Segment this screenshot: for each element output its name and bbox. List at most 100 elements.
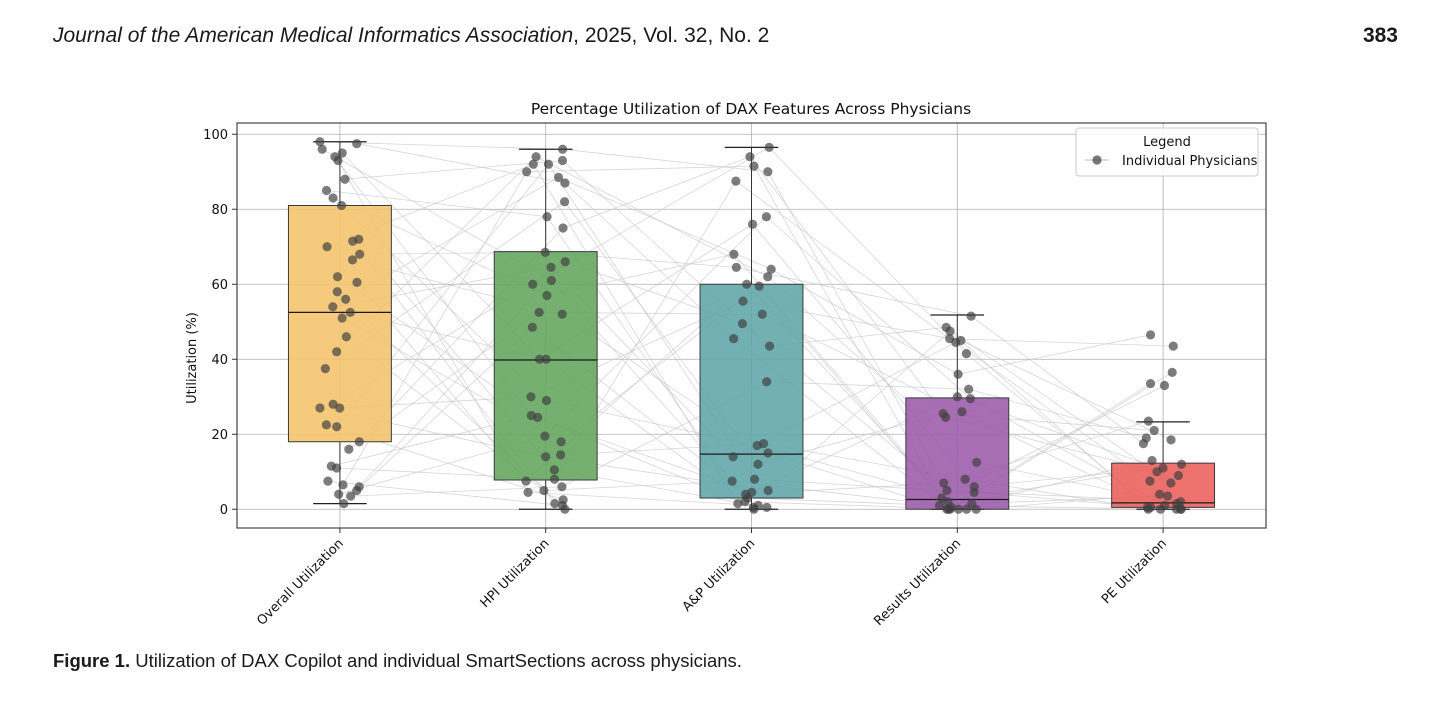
y-tick-label-60: 60 xyxy=(211,278,228,293)
physician-point xyxy=(733,499,743,509)
physician-point xyxy=(965,394,975,404)
physician-point xyxy=(337,148,347,158)
connector-line xyxy=(970,315,1144,444)
physician-point xyxy=(966,311,976,321)
physician-point xyxy=(764,142,774,152)
physician-point xyxy=(1167,367,1177,377)
physician-point xyxy=(549,474,560,484)
connector-line xyxy=(766,216,971,399)
physician-point xyxy=(528,279,538,289)
y-tick-label-100: 100 xyxy=(203,128,228,143)
physician-point xyxy=(1138,439,1149,449)
page-number: 383 xyxy=(1362,24,1398,47)
physician-point xyxy=(1171,504,1182,514)
physician-point xyxy=(738,296,748,306)
physician-point xyxy=(556,450,566,460)
physician-point xyxy=(1159,380,1170,391)
physician-point xyxy=(550,499,560,509)
physician-point xyxy=(336,200,347,211)
journal-citation: Journal of the American Medical Informat… xyxy=(53,24,769,48)
physician-point xyxy=(339,499,349,509)
physician-point xyxy=(322,242,332,252)
physician-point xyxy=(762,502,772,512)
physician-point xyxy=(747,219,758,229)
physician-point xyxy=(341,332,351,342)
physician-point xyxy=(762,377,772,387)
physician-point xyxy=(337,313,347,323)
physician-point xyxy=(528,159,538,169)
physician-point xyxy=(1152,467,1162,477)
physician-point xyxy=(560,178,570,188)
physician-point xyxy=(328,193,338,203)
physician-point xyxy=(727,476,737,486)
physician-point xyxy=(540,247,550,257)
physician-point xyxy=(961,349,972,359)
physician-point xyxy=(332,422,342,432)
physician-point xyxy=(541,354,551,364)
y-tick-label-40: 40 xyxy=(211,353,228,368)
physician-point xyxy=(526,392,536,402)
box-2 xyxy=(699,283,804,499)
physician-point xyxy=(971,504,981,514)
physician-point xyxy=(1163,491,1173,501)
physician-point xyxy=(560,257,570,267)
physician-points xyxy=(315,137,1187,514)
physician-point xyxy=(737,319,748,329)
physician-point xyxy=(558,144,568,154)
physician-point xyxy=(729,334,739,344)
x-tick-label-0: Overall Utilization xyxy=(254,536,346,628)
physician-point xyxy=(332,287,342,297)
physician-point xyxy=(1166,478,1176,488)
physician-point xyxy=(321,420,331,430)
physician-point xyxy=(541,452,551,462)
caption-text: Utilization of DAX Copilot and individua… xyxy=(130,650,742,671)
physician-point xyxy=(354,437,364,447)
connector-line xyxy=(535,156,768,278)
physician-point xyxy=(332,463,342,473)
physician-point xyxy=(328,302,338,312)
physician-point xyxy=(1155,504,1166,514)
physician-point xyxy=(745,152,755,162)
physician-point xyxy=(939,478,949,488)
physician-point xyxy=(546,262,556,272)
physician-point xyxy=(1166,435,1176,445)
legend-entry-individual-physicians: Individual Physicians xyxy=(1122,154,1258,169)
physician-point xyxy=(749,161,759,171)
physician-point xyxy=(315,137,325,147)
physician-point xyxy=(945,326,955,336)
physician-point xyxy=(340,174,350,184)
physician-point xyxy=(951,337,961,347)
physician-point xyxy=(539,485,549,496)
physician-point xyxy=(765,341,775,351)
physician-point xyxy=(534,307,544,317)
physician-point xyxy=(341,294,351,304)
physician-point xyxy=(952,392,962,402)
physician-point xyxy=(556,437,566,447)
physician-point xyxy=(752,440,762,451)
physician-point xyxy=(763,167,773,177)
physician-point xyxy=(332,347,342,357)
physician-point xyxy=(522,167,532,177)
physician-point xyxy=(560,504,570,514)
physician-point xyxy=(531,152,541,162)
physician-point xyxy=(542,212,552,222)
physician-point xyxy=(740,497,750,507)
physician-point xyxy=(540,431,550,441)
connector-line xyxy=(344,160,563,180)
connector-line xyxy=(958,334,1151,375)
box-0 xyxy=(287,205,392,443)
physician-point xyxy=(558,223,568,233)
physician-point xyxy=(941,412,951,422)
physician-point xyxy=(1143,504,1153,514)
physician-point xyxy=(761,212,771,222)
physician-point xyxy=(763,272,773,282)
legend-frame xyxy=(1075,127,1259,177)
physician-point xyxy=(1145,379,1156,389)
physician-point xyxy=(1145,476,1155,486)
connector-line xyxy=(528,491,759,506)
physician-point xyxy=(352,277,362,287)
physician-point xyxy=(557,155,568,166)
physician-point xyxy=(320,364,330,374)
legend-title: Legend xyxy=(1143,135,1191,150)
physician-point xyxy=(969,487,979,497)
